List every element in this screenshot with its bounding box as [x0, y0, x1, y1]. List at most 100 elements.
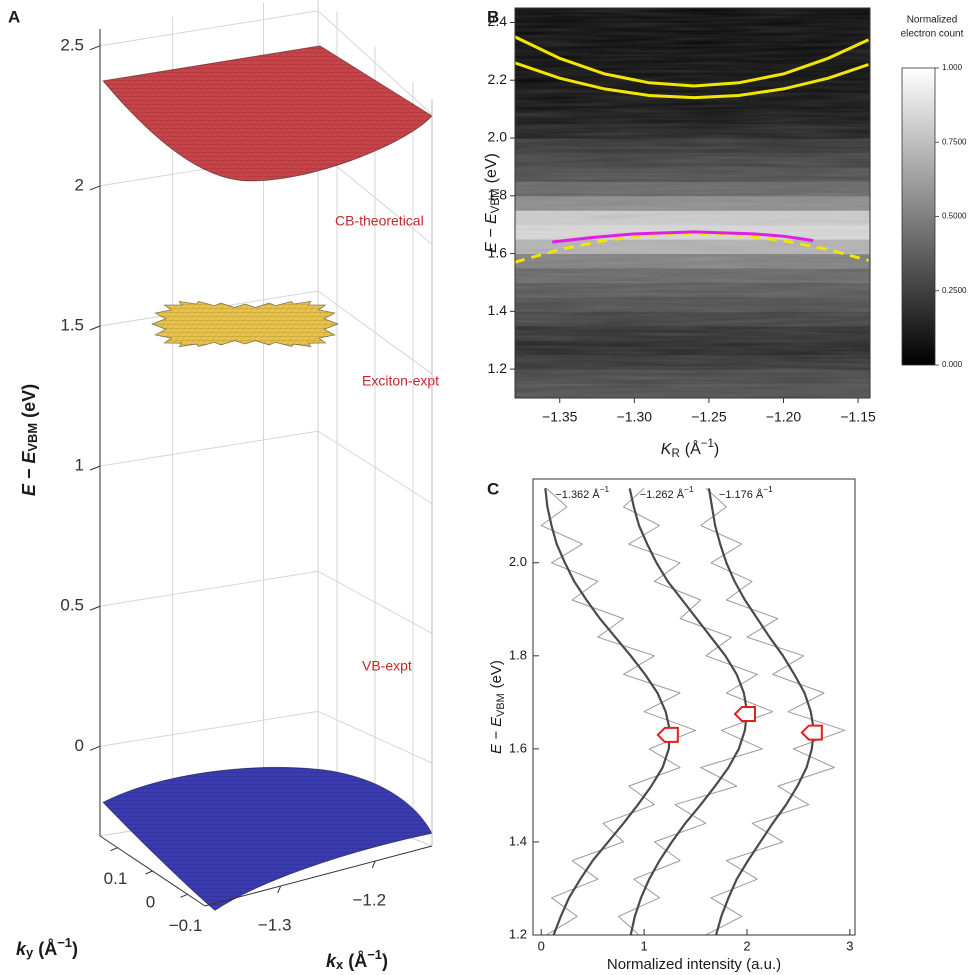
- y-tick-label: 1.4: [488, 302, 508, 318]
- fit-profile: [628, 488, 749, 935]
- grid-line: [99, 710, 433, 764]
- axis-line: [99, 835, 206, 907]
- y-tick-label: 1.6: [509, 740, 527, 755]
- z-tick: [89, 605, 101, 611]
- raw-profile: [617, 487, 774, 935]
- y-tick-label: 2.0: [509, 554, 527, 569]
- y-tick-label: 2.0: [488, 129, 508, 145]
- y-tick-label: 1.8: [488, 186, 508, 202]
- z-tick-label: 2: [75, 175, 84, 194]
- y-tick-label: 2.2: [488, 71, 508, 87]
- y-tick-label: 1.4: [509, 833, 527, 848]
- surface-mesh: [103, 767, 432, 911]
- x-axis-label: kx (Å−1): [326, 947, 388, 972]
- y-tick-label: 1.6: [488, 244, 508, 260]
- label-part: VBM: [490, 188, 502, 213]
- z-tick: [89, 185, 101, 191]
- x-tick-label: 3: [846, 938, 853, 953]
- dispersion-line: [552, 230, 814, 244]
- surface-label: Exciton-expt: [362, 373, 439, 389]
- colorbar-title: Normalized: [907, 15, 958, 26]
- z-tick-label: 1.5: [60, 316, 84, 335]
- series-label: −1.262 Å−1: [640, 485, 694, 501]
- label-part: −1.262 Å: [640, 488, 685, 501]
- dispersion-line: [515, 35, 870, 88]
- peak-marker: [656, 726, 679, 743]
- panel-letter: A: [8, 7, 20, 26]
- y-tick: [145, 870, 153, 875]
- x-tick-label: −1.15: [840, 409, 876, 425]
- plot-frame: [532, 478, 856, 936]
- fit-profile: [707, 488, 815, 935]
- z-tick: [89, 45, 101, 51]
- surface-mesh: [152, 301, 338, 347]
- surface-label: CB-theoretical: [335, 213, 424, 229]
- label-part: ): [72, 939, 78, 959]
- x-tick-label: −1.3: [258, 915, 292, 934]
- y-axis-label: E − EVBM (eV): [488, 660, 507, 754]
- label-part: y: [26, 945, 34, 960]
- label-part: −1: [57, 935, 72, 950]
- colorbar-tick-label: 0.000: [942, 360, 963, 369]
- series-label: −1.176 Å−1: [719, 485, 773, 501]
- x-tick-label: −1.2: [352, 890, 386, 909]
- x-tick-label: 0: [538, 938, 545, 953]
- label-part: x: [336, 957, 344, 972]
- label-part: VBM: [25, 423, 40, 452]
- x-tick-label: 1: [640, 938, 647, 953]
- y-tick-label: 1.8: [509, 647, 527, 662]
- z-tick-label: 0.5: [60, 596, 84, 615]
- colorbar-tick-label: 0.2500: [942, 286, 967, 295]
- axis-line: [204, 845, 433, 907]
- peak-marker: [800, 724, 823, 741]
- label-part: VBM: [495, 693, 507, 716]
- y-axis-label: ky (Å−1): [16, 935, 78, 960]
- label-part: (Å: [38, 939, 57, 959]
- y-tick-label: 1.2: [509, 926, 527, 941]
- panel-letter: B: [487, 7, 499, 26]
- label-part: R: [671, 448, 679, 460]
- colorbar-tick-label: 0.7500: [942, 137, 967, 146]
- label-part: −1: [763, 485, 773, 494]
- grid-line: [99, 570, 433, 634]
- raw-profile: [700, 487, 846, 935]
- surface-mesh: [103, 45, 432, 181]
- label-part: E − E: [483, 213, 500, 253]
- label-part: K: [661, 441, 673, 458]
- x-axis-label: Normalized intensity (a.u.): [607, 956, 781, 973]
- label-part: ): [714, 441, 719, 458]
- y-tick-label: −0.1: [169, 916, 203, 935]
- heatmap-texture: [515, 8, 870, 398]
- z-axis-label: E − EVBM (eV): [19, 384, 41, 496]
- label-part: −1: [600, 485, 610, 494]
- plot-frame: [514, 7, 871, 399]
- series-label: −1.362 Å−1: [555, 485, 609, 501]
- colorbar-tick-label: 1.000: [942, 63, 963, 72]
- y-tick-label: 0.1: [104, 869, 128, 888]
- z-tick-label: 1: [75, 456, 84, 475]
- label-part: (eV): [488, 660, 505, 688]
- colorbar: [901, 67, 936, 366]
- label-part: −1: [701, 438, 714, 450]
- z-tick-label: 0: [75, 736, 84, 755]
- x-tick-label: −1.20: [766, 409, 802, 425]
- x-tick-label: −1.30: [617, 409, 653, 425]
- label-part: (Å: [685, 439, 701, 458]
- x-tick: [277, 885, 282, 894]
- label-part: Normalized intensity (a.u.): [607, 956, 781, 973]
- heatmap: [515, 8, 870, 398]
- label-part: E − E: [488, 716, 505, 754]
- surface-label: VB-expt: [362, 658, 412, 674]
- label-part: k: [16, 939, 27, 959]
- label-part: −1: [684, 485, 694, 494]
- label-part: E − E: [19, 451, 39, 497]
- x-tick: [371, 860, 376, 869]
- dispersion-line: [515, 61, 869, 100]
- z-tick: [89, 325, 101, 331]
- x-tick-label: −1.25: [691, 409, 727, 425]
- y-tick: [180, 893, 188, 898]
- z-tick: [89, 745, 101, 751]
